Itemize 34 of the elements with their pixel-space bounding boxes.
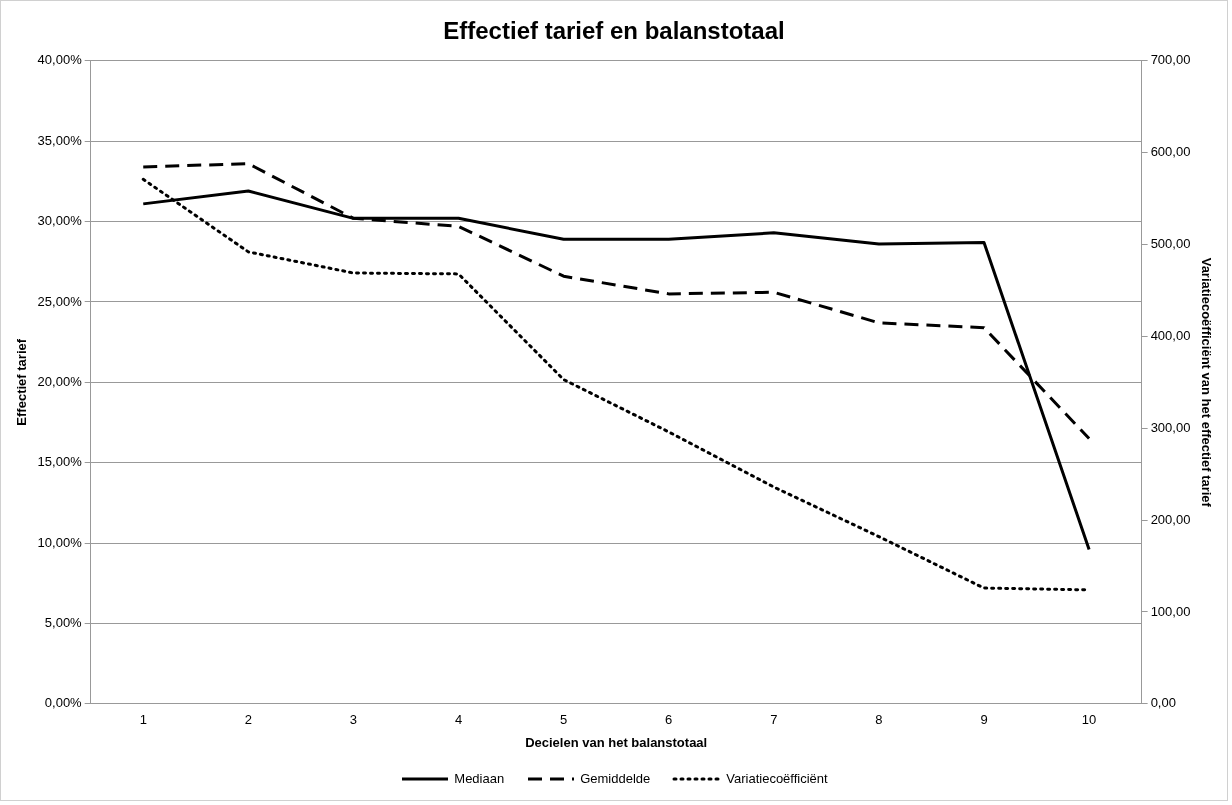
x-tick-label: 2 bbox=[244, 712, 252, 728]
y-tick-label: 40,00% bbox=[37, 52, 83, 68]
x-tick-label: 10 bbox=[1081, 712, 1097, 728]
y2-tick-label: 700,00 bbox=[1150, 52, 1191, 68]
y2-tick-label: 600,00 bbox=[1150, 144, 1191, 160]
y-tick-label: 0,00% bbox=[44, 695, 83, 711]
legend-label: Gemiddelde bbox=[580, 771, 651, 786]
x-tick-label: 1 bbox=[139, 712, 147, 728]
x-tick-label: 4 bbox=[454, 712, 463, 728]
x-tick-label: 9 bbox=[980, 712, 988, 728]
chart-title: Effectief tarief en balanstotaal bbox=[443, 17, 785, 45]
y2-tick-label: 100,00 bbox=[1150, 603, 1191, 619]
x-tick-label: 3 bbox=[349, 712, 358, 728]
y2-tick-label: 0,00 bbox=[1150, 695, 1176, 711]
y2-tick-label: 500,00 bbox=[1150, 236, 1191, 252]
x-axis-title: Decielen van het balanstotaal bbox=[525, 734, 708, 750]
y-tick-label: 20,00% bbox=[37, 373, 83, 389]
y2-tick-label: 400,00 bbox=[1150, 327, 1191, 343]
y-tick-label: 30,00% bbox=[37, 213, 83, 229]
x-tick-label: 5 bbox=[560, 712, 568, 728]
y2-tick-label: 300,00 bbox=[1150, 419, 1191, 435]
y-tick-label: 10,00% bbox=[37, 534, 83, 550]
x-tick-label: 8 bbox=[875, 712, 883, 728]
legend-label: Mediaan bbox=[454, 771, 505, 786]
y-axis-title: Effectief tarief bbox=[14, 338, 30, 426]
y2-tick-label: 200,00 bbox=[1150, 511, 1191, 527]
x-tick-label: 6 bbox=[665, 712, 673, 728]
y2-axis-title: Variatiecoëfficiënt van het effectief tarief bbox=[1198, 257, 1214, 508]
legend-label: Variatiecoëfficiënt bbox=[726, 771, 828, 786]
y-tick-label: 25,00% bbox=[37, 293, 83, 309]
y-tick-label: 35,00% bbox=[37, 132, 83, 148]
x-tick-label: 7 bbox=[770, 712, 778, 728]
y-tick-label: 5,00% bbox=[44, 615, 83, 630]
y-tick-label: 15,00% bbox=[37, 454, 83, 470]
